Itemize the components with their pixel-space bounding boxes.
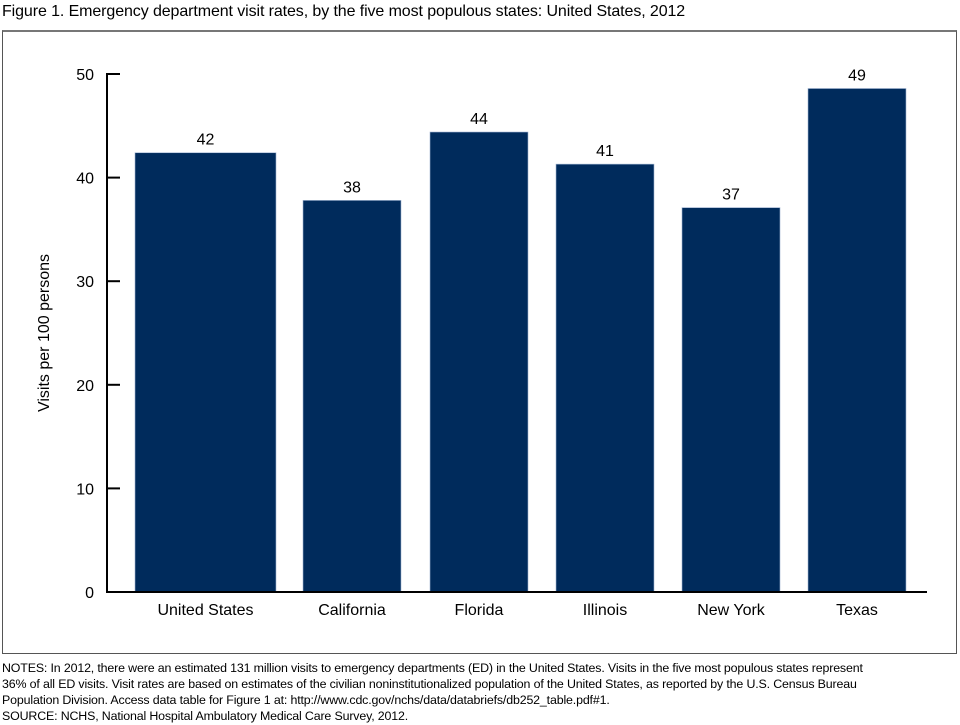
data-label: 49 [848, 68, 866, 85]
data-labels-group: 42 38 44 41 37 49 [197, 68, 866, 204]
y-tick-label: 10 [76, 481, 94, 498]
x-tick-labels-group: United States California Florida Illinois Ne… [157, 602, 877, 619]
bar-california [302, 200, 402, 593]
y-tick-label: 50 [76, 67, 94, 84]
bar-united-states [134, 152, 277, 593]
x-tick-label: Illinois [583, 602, 627, 619]
x-tick-label: United States [157, 602, 253, 619]
y-tick-label: 30 [76, 274, 94, 291]
data-label: 42 [197, 132, 215, 149]
notes-line: 36% of all ED visits. Visit rates are ba… [2, 677, 857, 691]
x-tick-label: New York [697, 602, 766, 619]
y-axis-label: Visits per 100 persons [36, 254, 53, 412]
bar-texas [807, 88, 907, 593]
figure-notes: NOTES: In 2012, there were an estimated … [2, 660, 958, 724]
chart-frame [2, 30, 957, 654]
x-tick-label: California [318, 602, 386, 619]
bar-florida [429, 131, 529, 593]
x-tick-label: Texas [836, 602, 878, 619]
y-tick-label: 20 [76, 378, 94, 395]
y-ticks-group: 0 10 20 30 40 50 [76, 67, 120, 602]
bars-group [134, 88, 907, 593]
y-tick-label: 0 [85, 585, 94, 602]
notes-line: NOTES: In 2012, there were an estimated … [2, 661, 863, 675]
data-label: 37 [722, 187, 740, 204]
data-label: 38 [343, 179, 361, 196]
notes-line: Population Division. Access data table f… [2, 693, 610, 707]
data-label: 44 [470, 111, 488, 128]
source-line: SOURCE: NCHS, National Hospital Ambulato… [2, 709, 409, 723]
bar-illinois [555, 163, 655, 593]
bar-new-york [681, 207, 781, 593]
y-tick-label: 40 [76, 171, 94, 188]
figure-title: Figure 1. Emergency department visit rat… [2, 3, 686, 20]
data-label: 41 [596, 143, 614, 160]
x-tick-label: Florida [455, 602, 504, 619]
